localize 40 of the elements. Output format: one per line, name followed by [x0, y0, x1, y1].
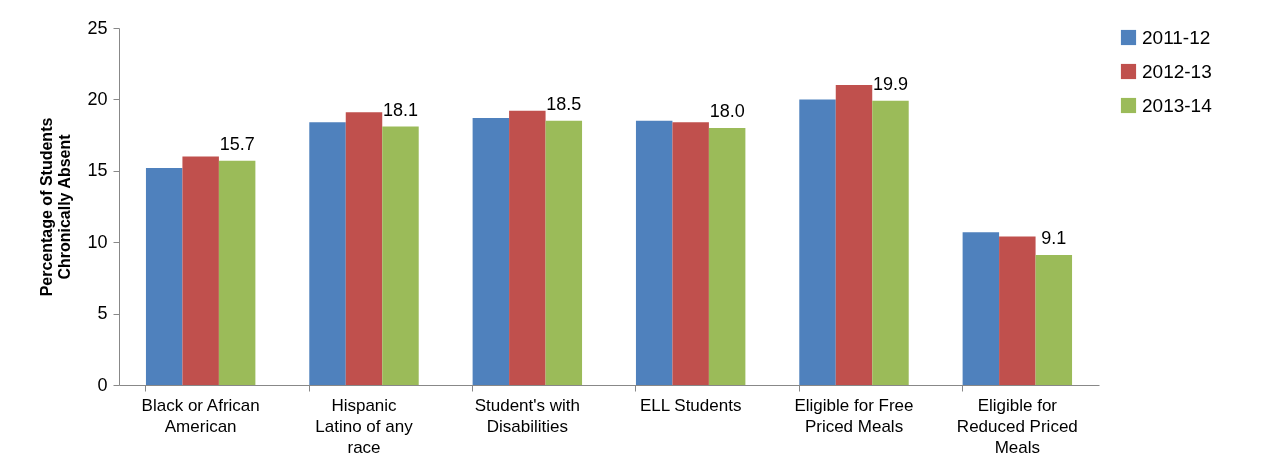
bar [1035, 255, 1073, 385]
bar [708, 127, 746, 385]
bar [635, 120, 673, 385]
bar [672, 122, 709, 385]
bar [872, 100, 909, 385]
y-axis-title: Percentage of Students Chronically Absent [38, 117, 74, 297]
x-tick-label: Hispanic Latino of any race [315, 395, 414, 457]
bar [472, 117, 510, 385]
bar [382, 126, 419, 385]
bar [999, 236, 1036, 385]
y-tick-label: 5 [97, 303, 108, 324]
x-tick-label: Eligible for Reduced Priced Meals [956, 395, 1078, 457]
bar [218, 160, 256, 385]
bar [835, 85, 873, 385]
y-tick-label: 25 [87, 17, 108, 38]
bar [309, 122, 346, 385]
bar [545, 120, 583, 385]
data-label: 15.7 [219, 133, 255, 154]
x-tick-label: ELL Students [639, 395, 742, 415]
legend-label: 2011-12 [1142, 26, 1211, 48]
data-label: 19.9 [872, 73, 908, 94]
bar [799, 99, 836, 385]
data-label: 9.1 [1041, 228, 1067, 249]
bar [182, 156, 219, 385]
legend-label: 2013-14 [1142, 94, 1213, 116]
y-tick-label: 10 [87, 231, 108, 252]
y-tick-label: 20 [87, 88, 108, 109]
bar [509, 110, 546, 385]
bar [145, 167, 183, 385]
data-label: 18.0 [709, 100, 745, 121]
data-label: 18.5 [546, 93, 582, 114]
data-label: 18.1 [382, 99, 418, 120]
legend-label: 2012-13 [1142, 60, 1212, 82]
x-tick-label: Black or African American [141, 395, 260, 436]
x-tick-label: Eligible for Free Priced Meals [794, 395, 914, 436]
bar [962, 232, 1000, 385]
bar [345, 112, 383, 385]
x-tick-label: Student's with Disabilities [474, 395, 580, 436]
y-tick-label: 15 [87, 160, 108, 181]
y-tick-label: 0 [97, 374, 108, 395]
